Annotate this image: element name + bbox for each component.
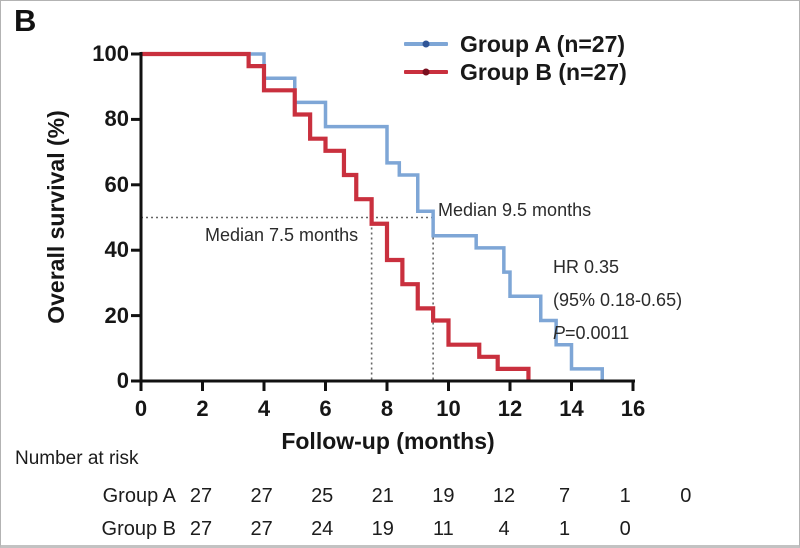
- risk-count: 25: [311, 485, 334, 507]
- risk-count: 12: [492, 485, 516, 507]
- legend: Group A (n=27) Group B (n=27): [404, 30, 627, 86]
- median-annotation-group-a: Median 9.5 months: [438, 200, 592, 220]
- x-tick-label: 12: [497, 396, 523, 421]
- p-value-text: P=0.0011: [553, 317, 682, 350]
- risk-count: 11: [433, 518, 454, 540]
- x-tick-label: 6: [319, 396, 332, 421]
- survival-curves: [141, 51, 604, 381]
- risk-count: 4: [498, 518, 510, 540]
- group-b-marker-dot-icon: [422, 68, 430, 76]
- hazard-ratio-text: HR 0.35: [553, 257, 620, 277]
- confidence-interval-text: (95% 0.18-0.65): [553, 290, 683, 310]
- risk-count: 24: [311, 518, 334, 540]
- legend-label-group-a: Group A (n=27): [460, 30, 626, 57]
- risk-row-label: Group B: [101, 518, 176, 540]
- y-tick-label: 0: [116, 368, 129, 393]
- y-tick-label: 60: [104, 171, 129, 197]
- group-a-line-sample: [404, 40, 448, 48]
- risk-count: 21: [371, 485, 394, 507]
- y-axis-title: Overall survival (%): [43, 110, 69, 324]
- risk-count: 27: [189, 518, 213, 540]
- y-tick-label: 20: [104, 302, 129, 328]
- median-reference-lines: [141, 216, 434, 381]
- legend-item-group-a: Group A (n=27): [404, 30, 627, 58]
- group-a-curve: [141, 52, 604, 381]
- risk-row-label: Group A: [102, 485, 176, 507]
- group-b-curve: [141, 51, 531, 381]
- x-tick-label: 2: [196, 396, 209, 421]
- y-tick-label: 100: [92, 41, 129, 66]
- axes: [131, 52, 635, 391]
- x-tick-label: 14: [559, 396, 584, 421]
- x-tick-label: 16: [620, 396, 646, 421]
- group-b-line-sample: [404, 68, 448, 76]
- median-annotation-group-b: Median 7.5 months: [205, 225, 359, 245]
- x-tick-label: 4: [257, 396, 271, 421]
- group-a-marker-dot-icon: [422, 40, 430, 48]
- risk-count: 27: [250, 518, 273, 540]
- p-symbol: P: [553, 323, 566, 343]
- x-tick-label: 0: [134, 396, 148, 421]
- p-value: =0.0011: [565, 323, 630, 343]
- y-tick-label: 80: [104, 106, 129, 132]
- risk-count: 19: [371, 518, 394, 540]
- x-axis-title: Follow-up (months): [281, 428, 495, 454]
- risk-count: 0: [680, 485, 692, 507]
- x-tick-label: 8: [380, 396, 394, 421]
- risk-count: 1: [559, 518, 571, 540]
- x-tick-label: 10: [436, 396, 461, 421]
- risk-count: 0: [619, 518, 631, 540]
- risk-count: 1: [619, 485, 631, 507]
- risk-count: 27: [189, 485, 213, 507]
- risk-table-title: Number at risk: [15, 448, 139, 469]
- risk-count: 7: [559, 485, 571, 507]
- panel-label: B: [14, 3, 37, 38]
- y-tick-label: 40: [104, 237, 129, 263]
- legend-label-group-b: Group B (n=27): [460, 58, 627, 85]
- legend-item-group-b: Group B (n=27): [404, 58, 627, 86]
- statistics-annotation: HR 0.35 (95% 0.18-0.65) P=0.0011: [553, 251, 682, 350]
- risk-count: 27: [250, 485, 273, 507]
- risk-count: 19: [432, 485, 455, 507]
